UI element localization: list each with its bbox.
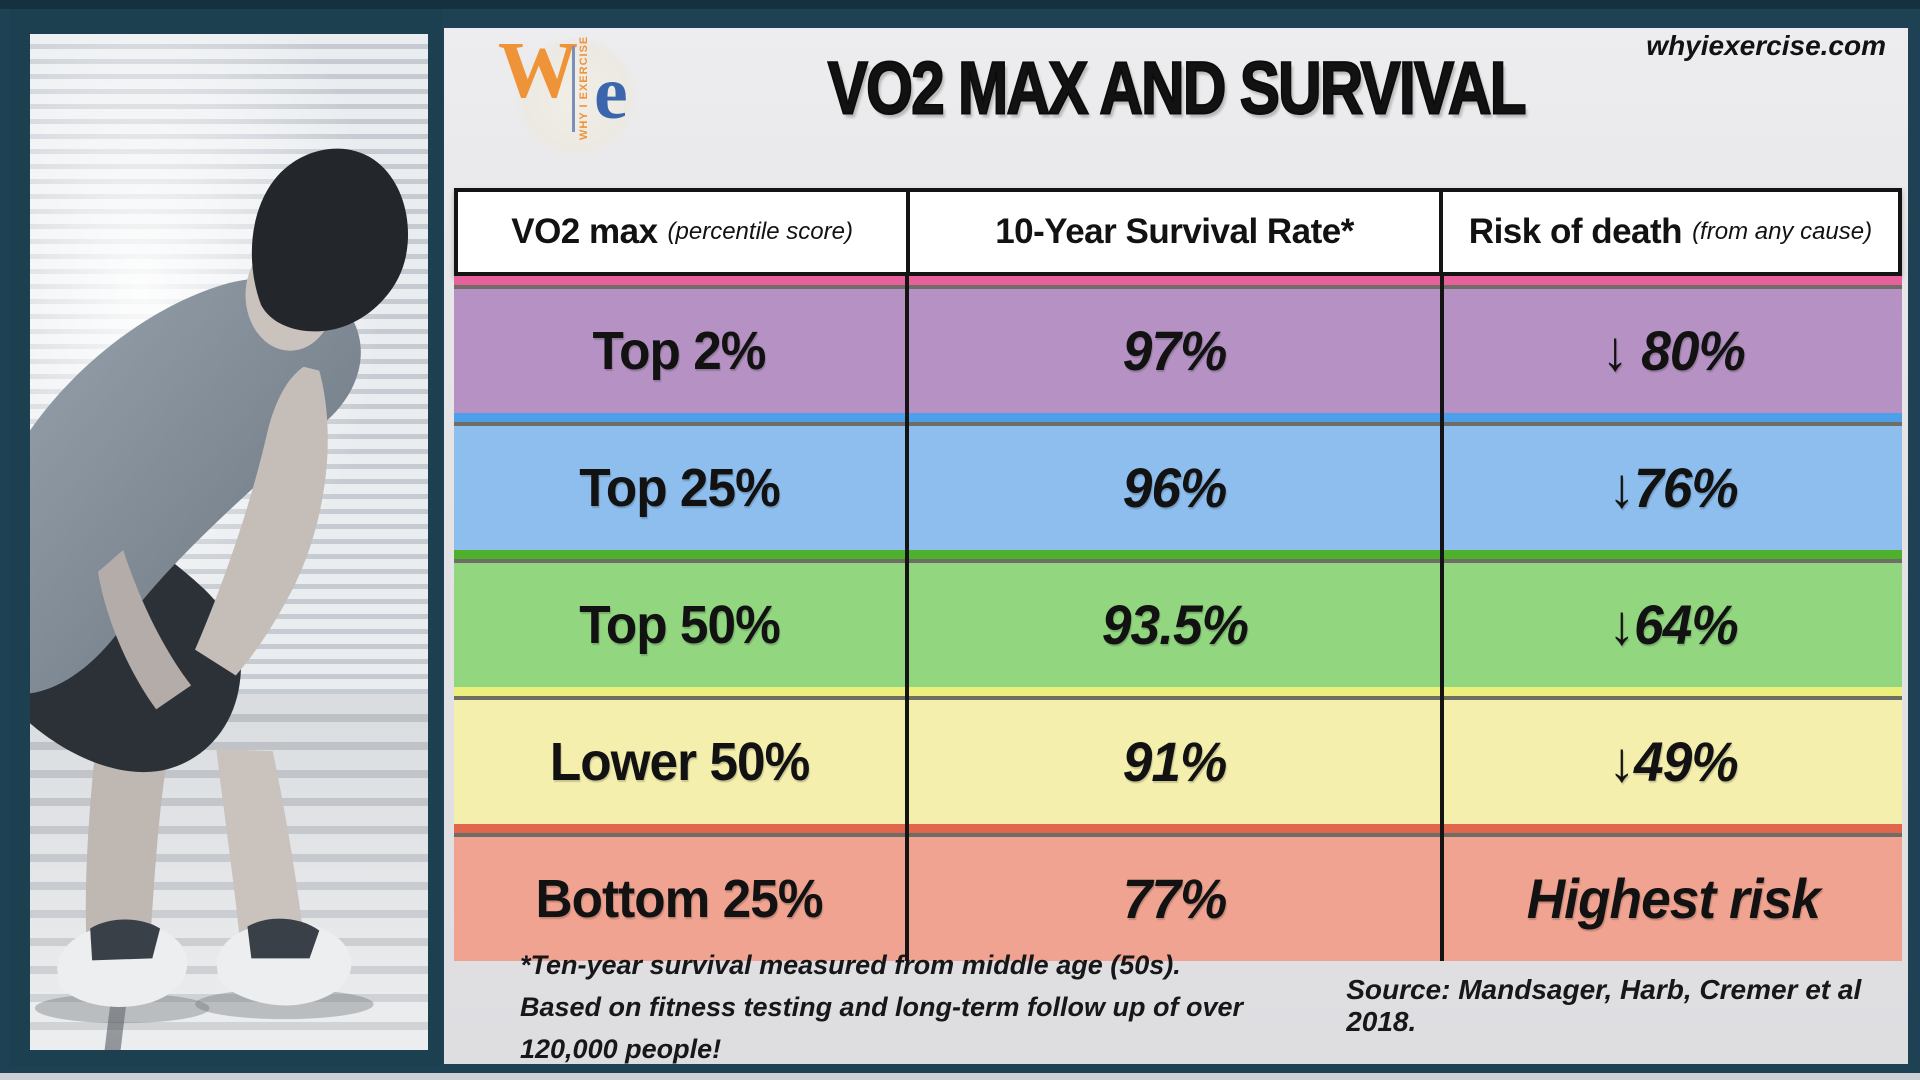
cell-survival-rate: 96% (909, 413, 1445, 550)
cell-percentile: Top 50% (454, 550, 909, 687)
cell-risk-of-death: ↓ 80% (1601, 319, 1746, 382)
footnote-line-2: Based on fitness testing and long-term f… (520, 992, 1244, 1064)
cell-survival-rate: 97% (909, 276, 1445, 413)
logo-w-letter: W (498, 27, 578, 115)
footer: *Ten-year survival measured from middle … (520, 950, 1872, 1064)
site-link[interactable]: whyiexercise.com (1646, 30, 1886, 61)
infographic-panel: W WHY I EXERCISE e whyiexercise.com VO2 … (444, 27, 1908, 1064)
cell-survival-rate: 91% (909, 687, 1445, 824)
logo-divider-bar (572, 46, 575, 132)
footnotes: *Ten-year survival measured from middle … (520, 945, 1346, 1071)
cell-percentile: Top 25% (454, 413, 909, 550)
table-row: Lower 50% 91% ↓49% (454, 687, 1902, 824)
table-header-row: VO2 max (percentile score) 10-Year Survi… (454, 188, 1902, 276)
cell-percentile: Lower 50% (454, 687, 909, 824)
header-survival-rate: 10-Year Survival Rate* (910, 192, 1443, 272)
why-i-exercise-logo: W WHY I EXERCISE e (498, 27, 668, 162)
cell-risk-of-death: ↓49% (1608, 730, 1739, 793)
vo2-survival-table: VO2 max (percentile score) 10-Year Survi… (454, 188, 1902, 961)
cell-risk-of-death: ↓76% (1608, 456, 1739, 519)
exhausted-athlete-photo (30, 34, 428, 1050)
bottom-frame-edge (0, 1073, 1920, 1080)
photo-frame (10, 10, 442, 1066)
header-risk-of-death: Risk of death (from any cause) (1468, 212, 1873, 251)
table-row: Top 2% 97% ↓ 80% (454, 276, 1902, 413)
table-body: Top 2% 97% ↓ 80% Top 25% 96% ↓76% Top 50… (454, 276, 1902, 961)
header-vo2-max: VO2 max (percentile score) (458, 192, 911, 272)
bent-over-runner-illustration (30, 148, 409, 1024)
table-row: Bottom 25% 77% Highest risk (454, 824, 1902, 961)
cell-risk-of-death: Highest risk (1526, 867, 1821, 930)
cell-risk-of-death: ↓64% (1608, 593, 1739, 656)
table-row: Top 50% 93.5% ↓64% (454, 550, 1902, 687)
top-frame-edge (0, 0, 1920, 9)
footnote-line-1: *Ten-year survival measured from middle … (520, 950, 1181, 981)
cell-percentile: Top 2% (454, 276, 909, 413)
cell-survival-rate: 93.5% (909, 550, 1445, 687)
cell-survival-rate: 77% (909, 824, 1445, 961)
table-row: Top 25% 96% ↓76% (454, 413, 1902, 550)
source-citation: Source: Mandsager, Harb, Cremer et al 20… (1346, 974, 1862, 1037)
logo-e-letter: e (594, 51, 628, 135)
cell-percentile: Bottom 25% (454, 824, 909, 961)
page-title: VO2 MAX AND SURVIVAL (827, 46, 1527, 131)
